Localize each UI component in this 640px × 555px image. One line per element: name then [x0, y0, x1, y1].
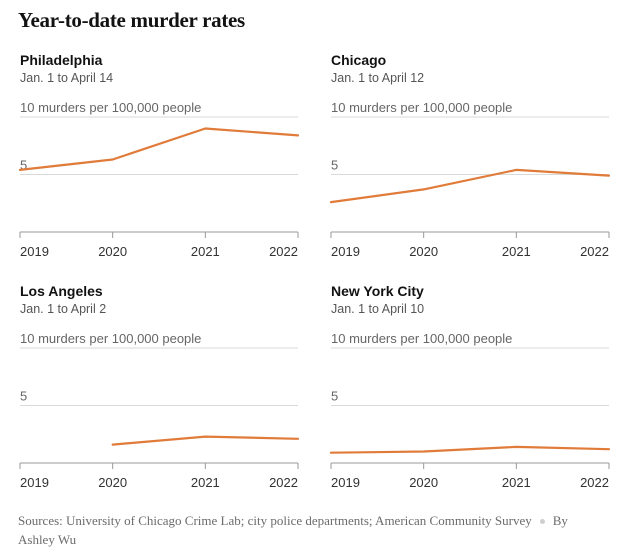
x-tick-label: 2021	[502, 244, 531, 259]
x-tick-label: 2021	[191, 475, 220, 490]
gridline-label: 10 murders per 100,000 people	[331, 331, 512, 346]
line-chart: 10 murders per 100,000 people 5 2019 2020 20…	[19, 331, 300, 490]
x-tick-label: 2020	[409, 244, 438, 259]
x-tick-label: 2022	[269, 244, 298, 259]
x-tick-label: 2021	[191, 244, 220, 259]
gridline-label: 5	[20, 158, 27, 173]
separator-dot	[539, 518, 545, 524]
gridline-label: 10 murders per 100,000 people	[20, 331, 201, 346]
panel-title: New York City	[331, 283, 424, 299]
series-line	[111, 435, 300, 446]
x-tick-label: 2022	[580, 244, 609, 259]
x-tick-label: 2021	[502, 475, 531, 490]
x-tick-label: 2019	[20, 244, 49, 259]
panel-los-angeles: Los Angeles Jan. 1 to April 2 10 murders…	[19, 283, 310, 513]
gridline-label: 5	[20, 389, 27, 404]
panel-chicago: Chicago Jan. 1 to April 12 10 murders pe…	[329, 52, 621, 282]
source-text: Sources: University of Chicago Crime Lab…	[18, 513, 532, 528]
gridline-label: 10 murders per 100,000 people	[331, 100, 512, 115]
x-tick-label: 2020	[98, 244, 127, 259]
source-note: Sources: University of Chicago Crime Lab…	[18, 511, 578, 549]
panel-title: Chicago	[331, 52, 387, 68]
panel-subtitle: Jan. 1 to April 10	[331, 302, 425, 316]
gridline-label: 5	[331, 158, 338, 173]
x-tick-label: 2022	[269, 475, 298, 490]
series-line	[329, 168, 611, 204]
panel-subtitle: Jan. 1 to April 12	[331, 71, 425, 85]
x-tick-label: 2022	[580, 475, 609, 490]
x-tick-label: 2020	[98, 475, 127, 490]
panel-subtitle: Jan. 1 to April 14	[20, 71, 114, 85]
x-tick-label: 2020	[409, 475, 438, 490]
line-chart: 10 murders per 100,000 people 5 2019 2020 20…	[18, 100, 300, 259]
line-chart: 10 murders per 100,000 people 5 2019 2020 20…	[329, 331, 611, 490]
panel-philadelphia: Philadelphia Jan. 1 to April 14 10 murde…	[18, 52, 310, 282]
panel-new-york-city: New York City Jan. 1 to April 10 10 murd…	[329, 283, 621, 513]
x-tick-label: 2019	[331, 475, 360, 490]
byline: By Ashley Wu	[18, 513, 568, 547]
panel-title: Los Angeles	[20, 283, 103, 299]
gridline-label: 10 murders per 100,000 people	[20, 100, 201, 115]
gridline-label: 5	[331, 389, 338, 404]
panel-subtitle: Jan. 1 to April 2	[20, 302, 107, 316]
x-tick-label: 2019	[20, 475, 49, 490]
panel-title: Philadelphia	[20, 52, 103, 68]
series-line	[18, 127, 300, 171]
line-chart: 10 murders per 100,000 people 5 2019 2020 20…	[329, 100, 611, 259]
series-line	[329, 445, 611, 454]
chart-title: Year-to-date murder rates	[18, 8, 245, 32]
x-tick-label: 2019	[331, 244, 360, 259]
